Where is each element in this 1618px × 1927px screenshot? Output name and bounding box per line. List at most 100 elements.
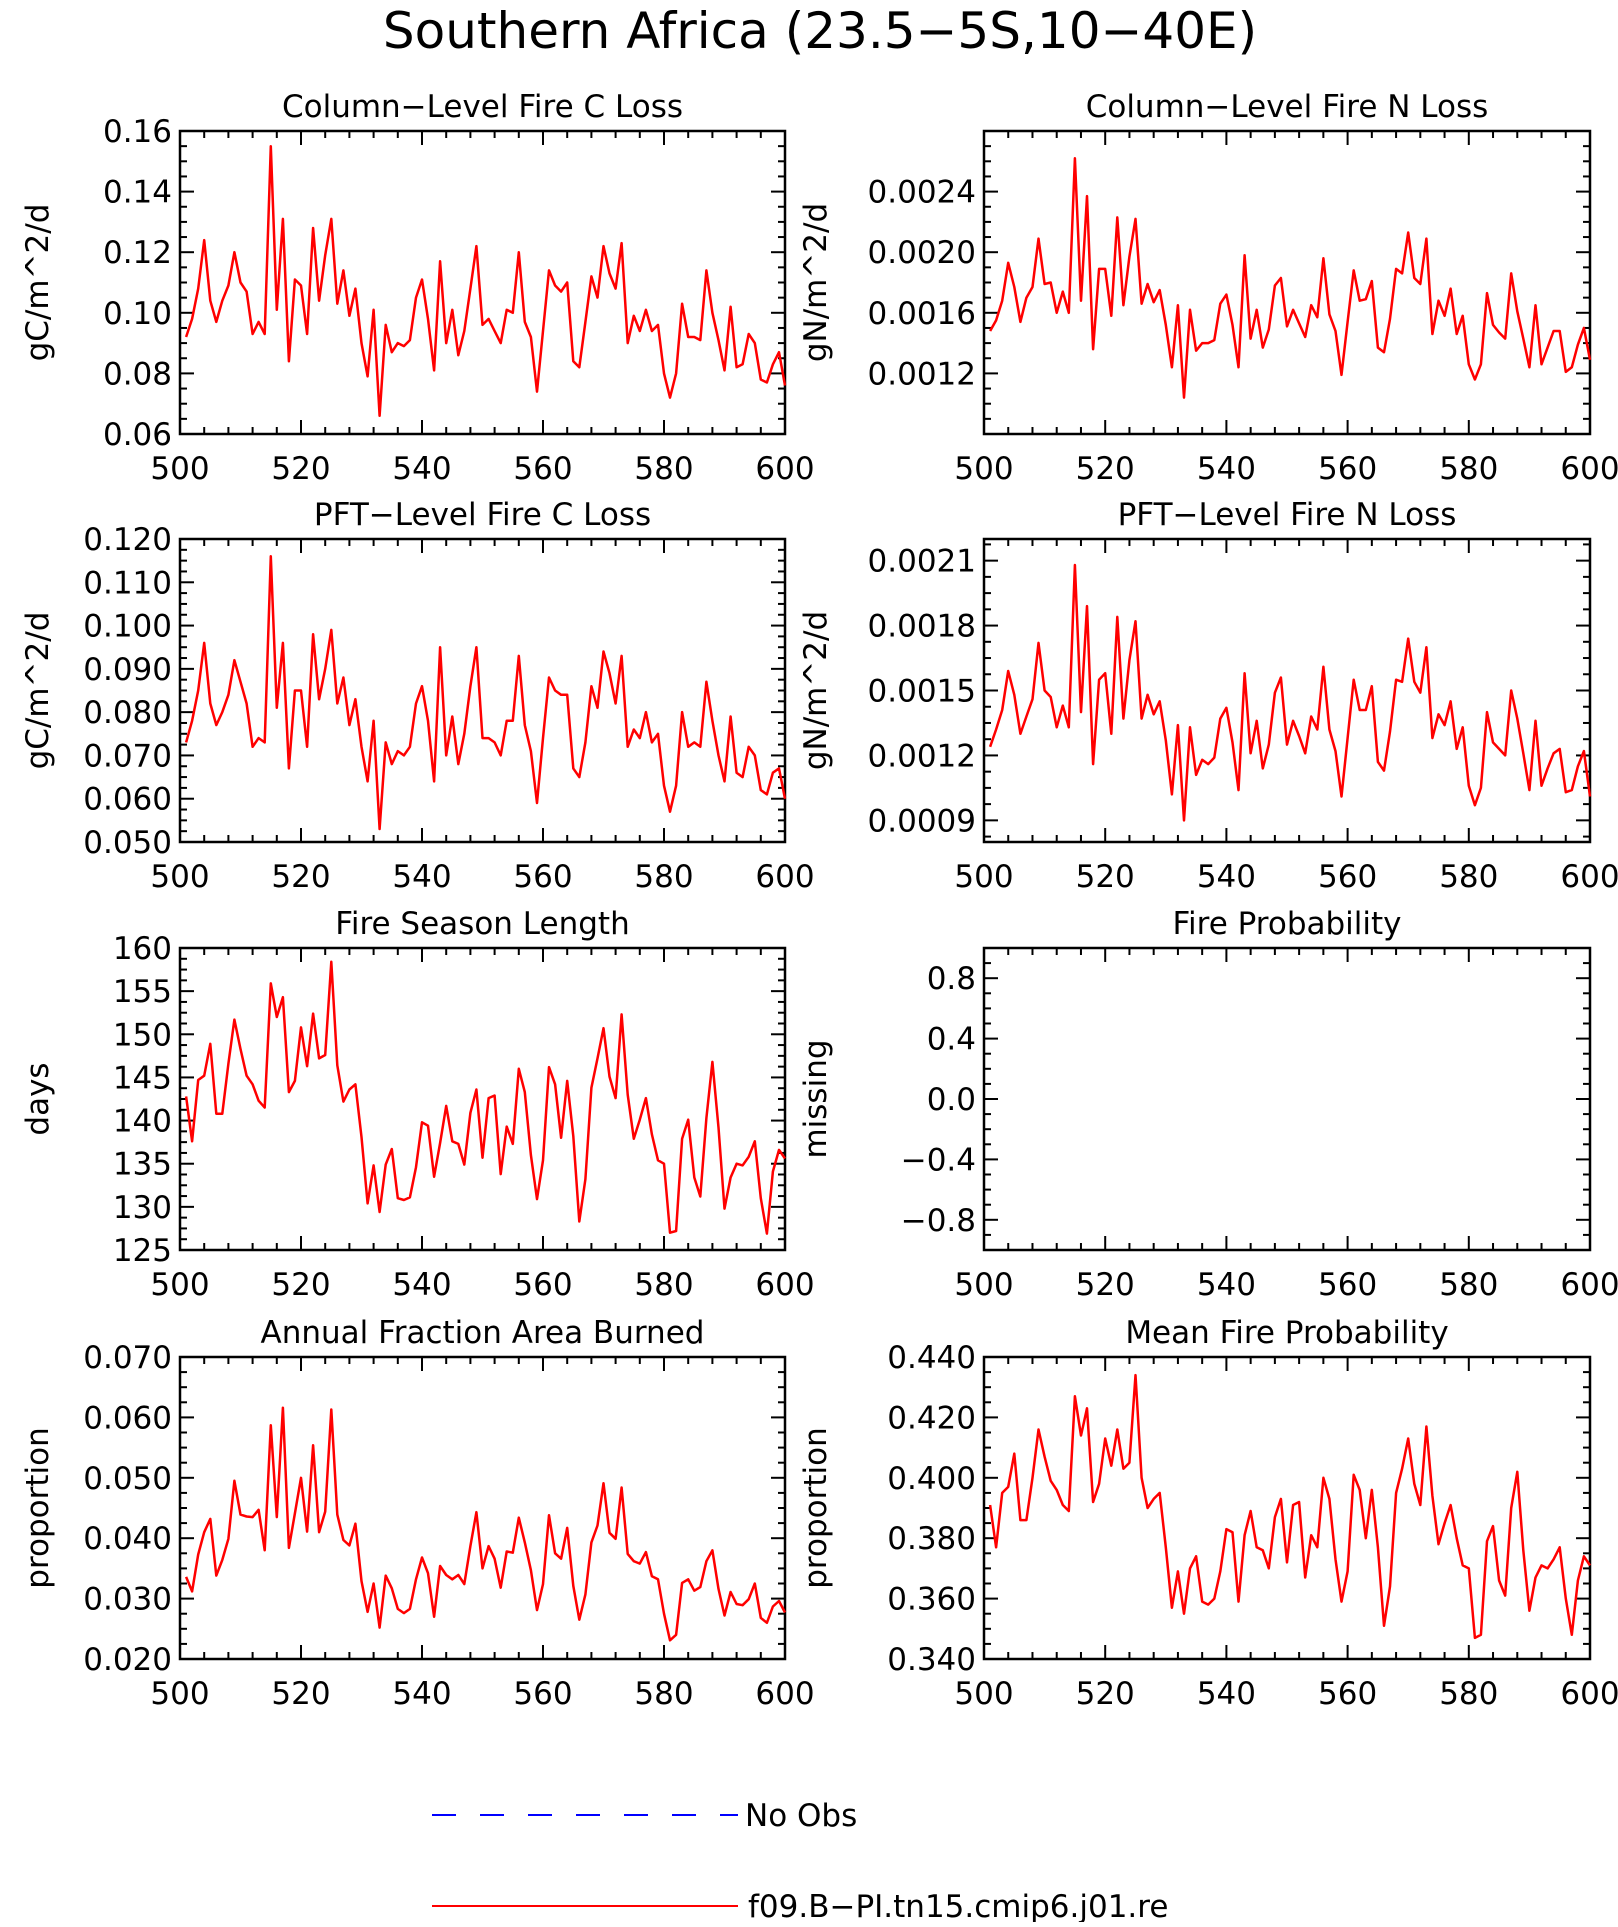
y-tick-label: 0.100 <box>83 609 172 645</box>
x-tick-label: 540 <box>392 859 451 895</box>
y-tick-label: 0.0024 <box>868 175 976 211</box>
y-axis-label: proportion <box>20 1427 56 1588</box>
y-tick-label: 0.440 <box>887 1340 976 1376</box>
series-line <box>184 1406 787 1642</box>
x-tick-label: 580 <box>634 451 693 487</box>
y-tick-label: 0.420 <box>887 1400 976 1436</box>
x-tick-label: 520 <box>1076 1676 1135 1712</box>
series-line <box>184 555 787 831</box>
x-tick-label: 500 <box>954 859 1013 895</box>
x-tick-label: 600 <box>755 451 814 487</box>
x-tick-label: 600 <box>755 859 814 895</box>
y-tick-label: 0.360 <box>887 1582 976 1618</box>
y-tick-label: 0.0 <box>927 1082 976 1118</box>
x-tick-label: 580 <box>634 859 693 895</box>
y-tick-label: 0.380 <box>887 1521 976 1557</box>
y-tick-label: 0.8 <box>927 961 976 997</box>
x-tick-label: 580 <box>634 1267 693 1303</box>
x-tick-label: 500 <box>150 451 209 487</box>
figure-title: Southern Africa (23.5−5S,10−40E) <box>383 2 1257 60</box>
y-axis-label: days <box>20 1062 56 1135</box>
y-axis-label: missing <box>798 1039 834 1158</box>
y-tick-label: 130 <box>113 1190 172 1226</box>
y-tick-label: 0.0018 <box>868 609 976 645</box>
panel-7: 500 520 540 560 580 600 0.020 0.030 0.040 0.050 0.… <box>20 1315 815 1712</box>
y-tick-label: 0.16 <box>103 114 172 150</box>
x-tick-label: 600 <box>1560 859 1618 895</box>
y-tick-label: 0.090 <box>83 652 172 688</box>
x-tick-label: 500 <box>954 1267 1013 1303</box>
x-tick-label: 520 <box>271 451 330 487</box>
y-tick-label: 0.340 <box>887 1642 976 1678</box>
x-tick-label: 600 <box>1560 451 1618 487</box>
panel-title: Fire Season Length <box>335 906 629 942</box>
y-tick-label: −0.4 <box>901 1142 976 1178</box>
x-tick-label: 520 <box>1076 859 1135 895</box>
y-axis-label: gC/m^2/d <box>20 612 56 770</box>
y-tick-label: 0.400 <box>887 1461 976 1497</box>
panel-3: 500 520 540 560 580 600 0.050 0.060 0.070 0.080 0.… <box>20 497 815 895</box>
x-tick-label: 540 <box>1197 859 1256 895</box>
y-tick-label: 0.06 <box>103 417 172 453</box>
panels: 500 520 540 560 580 600 0.06 0.08 0.10 0.12 0.14 0.… <box>20 89 1618 1712</box>
legend: No Obs f09.B−PI.tn15.cmip6.j01.re <box>432 1798 1168 1925</box>
y-tick-label: 0.030 <box>83 1582 172 1618</box>
panel-8: 500 520 540 560 580 600 0.340 0.360 0.380 0.400 0.… <box>798 1315 1618 1712</box>
y-tick-label: 135 <box>113 1147 172 1183</box>
panel-title: Mean Fire Probability <box>1125 1315 1448 1351</box>
plot-frame <box>982 946 1592 1252</box>
x-tick-label: 580 <box>1439 859 1498 895</box>
panel-title: PFT−Level Fire N Loss <box>1118 497 1457 533</box>
y-tick-label: 0.0016 <box>868 296 976 332</box>
x-tick-label: 600 <box>1560 1267 1618 1303</box>
y-tick-label: 0.0009 <box>868 803 976 839</box>
y-tick-label: 0.0015 <box>868 674 976 710</box>
x-tick-label: 520 <box>1076 1267 1135 1303</box>
y-axis-label: gN/m^2/d <box>798 203 834 362</box>
y-tick-label: −0.8 <box>901 1203 976 1239</box>
x-tick-label: 500 <box>954 451 1013 487</box>
y-tick-label: 145 <box>113 1060 172 1096</box>
x-tick-label: 580 <box>1439 1267 1498 1303</box>
panel-title: Column−Level Fire C Loss <box>282 89 683 125</box>
y-tick-label: 140 <box>113 1104 172 1140</box>
y-axis-label: proportion <box>798 1427 834 1588</box>
x-tick-label: 520 <box>1076 451 1135 487</box>
plot-frame <box>178 1355 787 1661</box>
x-tick-label: 500 <box>954 1676 1013 1712</box>
x-tick-label: 540 <box>392 1676 451 1712</box>
y-tick-label: 0.070 <box>83 738 172 774</box>
y-tick-label: 0.060 <box>83 1400 172 1436</box>
panel-title: PFT−Level Fire C Loss <box>314 497 651 533</box>
x-tick-label: 600 <box>1560 1676 1618 1712</box>
y-tick-label: 0.08 <box>103 356 172 392</box>
x-tick-label: 540 <box>392 1267 451 1303</box>
panel-title: Fire Probability <box>1172 906 1401 942</box>
x-tick-label: 540 <box>1197 1267 1256 1303</box>
y-tick-label: 0.070 <box>83 1340 172 1376</box>
y-tick-label: 0.080 <box>83 695 172 731</box>
y-tick-label: 0.050 <box>83 1461 172 1497</box>
x-tick-label: 600 <box>755 1676 814 1712</box>
y-tick-label: 0.0021 <box>868 544 976 580</box>
panel-5: 500 520 540 560 580 600 125 130 135 140 145 150 155 1… <box>20 906 815 1303</box>
x-tick-label: 520 <box>271 1267 330 1303</box>
x-tick-label: 520 <box>271 1676 330 1712</box>
panel-2: 500 520 540 560 580 600 0.0012 0.0016 0.0020 0.00… <box>798 89 1618 487</box>
y-tick-label: 0.4 <box>927 1022 976 1058</box>
series-line <box>989 157 1592 399</box>
panel-title: Column−Level Fire N Loss <box>1086 89 1489 125</box>
x-tick-label: 520 <box>271 859 330 895</box>
y-tick-label: 0.10 <box>103 296 172 332</box>
x-tick-label: 540 <box>1197 1676 1256 1712</box>
x-tick-label: 500 <box>150 1267 209 1303</box>
y-tick-label: 0.020 <box>83 1642 172 1678</box>
series-line <box>988 1373 1592 1640</box>
y-tick-label: 0.040 <box>83 1521 172 1557</box>
y-tick-label: 0.050 <box>83 825 172 861</box>
x-tick-label: 600 <box>755 1267 814 1303</box>
x-tick-label: 560 <box>1318 1676 1377 1712</box>
y-tick-label: 0.12 <box>103 235 172 271</box>
y-tick-label: 0.0012 <box>868 738 976 774</box>
